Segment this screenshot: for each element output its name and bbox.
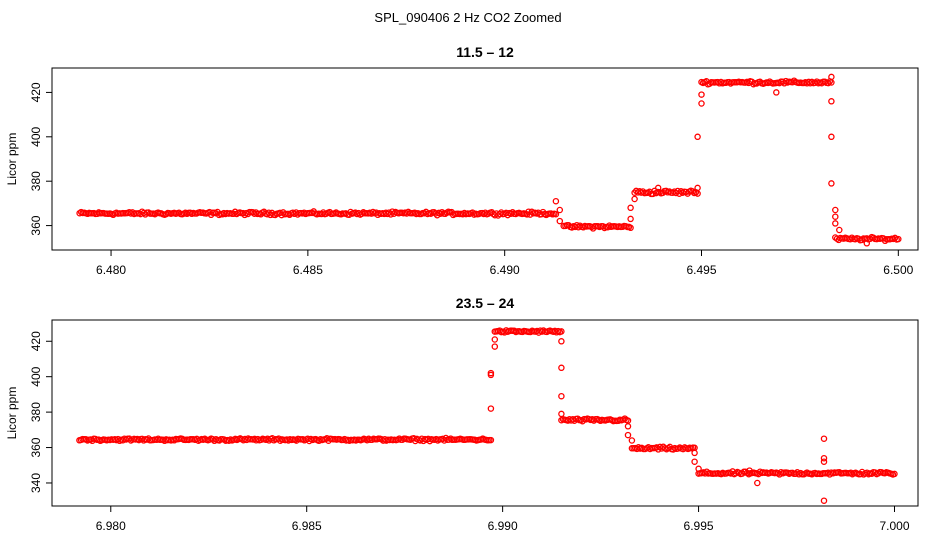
bottom-y-tick-label: 360 xyxy=(29,437,43,457)
top-data-point xyxy=(832,213,839,220)
bottom-x-tick-label: 6.990 xyxy=(488,519,518,533)
panel-bottom: 23.5 – 24 Licor ppm 6.980 6.985 6.990 6.995… xyxy=(5,295,919,533)
bottom-data-point xyxy=(624,423,632,430)
panel-top-x-axis: 6.480 6.485 6.490 6.495 6.500 xyxy=(96,249,914,277)
top-data-point xyxy=(832,206,839,214)
top-data-point xyxy=(828,133,835,141)
top-data-point xyxy=(552,210,560,218)
bottom-data-point xyxy=(691,458,698,465)
top-y-tick-label: 360 xyxy=(29,215,43,235)
top-x-tick-label: 6.490 xyxy=(490,263,520,277)
top-data-point xyxy=(836,226,843,234)
top-data-point xyxy=(694,184,701,192)
top-data-point xyxy=(863,240,871,247)
bottom-y-tick-label: 380 xyxy=(29,402,43,422)
bottom-data-point xyxy=(558,328,565,335)
bottom-data-point xyxy=(820,497,828,504)
panel-top-points xyxy=(76,73,902,247)
top-x-tick-label: 6.495 xyxy=(686,263,716,277)
top-x-tick-label: 6.480 xyxy=(96,263,126,277)
bottom-data-point xyxy=(558,364,565,372)
bottom-data-point xyxy=(746,467,753,474)
bottom-data-point xyxy=(754,479,761,487)
top-data-point xyxy=(891,234,899,242)
top-data-point xyxy=(895,235,902,243)
bottom-y-tick-label: 340 xyxy=(29,473,43,493)
top-data-point xyxy=(556,206,564,214)
bottom-x-tick-label: 6.985 xyxy=(292,519,322,533)
top-data-point xyxy=(556,217,564,225)
top-data-point xyxy=(828,73,835,81)
top-data-point xyxy=(627,215,634,223)
panel-top-y-axis-label: Licor ppm xyxy=(5,133,19,186)
top-x-tick-label: 6.485 xyxy=(293,263,323,277)
figure-title: SPL_090406 2 Hz CO2 Zoomed xyxy=(374,10,561,25)
top-data-point xyxy=(552,197,560,205)
panel-bottom-plot-box xyxy=(51,319,919,507)
bottom-x-tick-label: 6.995 xyxy=(684,519,714,533)
top-data-point xyxy=(631,195,638,203)
top-data-point xyxy=(832,220,839,227)
bottom-x-tick-label: 7.000 xyxy=(879,519,909,533)
bottom-data-point xyxy=(820,435,828,442)
bottom-data-point xyxy=(628,437,636,444)
bottom-data-point xyxy=(820,454,828,462)
bottom-y-tick-label: 420 xyxy=(29,331,43,351)
panel-bottom-title: 23.5 – 24 xyxy=(456,295,515,311)
bottom-data-point xyxy=(574,415,581,422)
panel-bottom-y-axis-label: Licor ppm xyxy=(5,387,19,440)
bottom-data-point xyxy=(695,465,702,473)
panel-top: 11.5 – 12 Licor ppm 6.480 6.485 6.490 6.495… xyxy=(5,44,919,277)
bottom-data-point xyxy=(491,343,499,350)
bottom-data-point xyxy=(487,436,495,444)
top-data-point xyxy=(654,184,662,192)
top-data-point xyxy=(824,79,832,87)
bottom-data-point xyxy=(487,369,495,377)
panel-bottom-x-axis: 6.980 6.985 6.990 6.995 7.000 xyxy=(96,505,910,533)
bottom-data-point xyxy=(487,405,495,412)
bottom-data-point xyxy=(558,392,565,400)
bottom-data-point xyxy=(624,431,632,439)
bottom-data-point xyxy=(558,410,565,418)
bottom-data-point xyxy=(891,470,898,478)
panel-top-y-axis: 360 380 400 420 xyxy=(29,82,53,236)
bottom-y-tick-label: 400 xyxy=(29,366,43,386)
panel-top-title: 11.5 – 12 xyxy=(456,44,514,60)
bottom-x-tick-label: 6.980 xyxy=(96,519,126,533)
top-data-point xyxy=(698,100,705,107)
bottom-data-point xyxy=(820,458,828,465)
bottom-data-point xyxy=(691,449,698,457)
top-data-point xyxy=(773,89,780,96)
top-data-point xyxy=(694,133,701,141)
top-data-point xyxy=(698,91,705,98)
top-x-tick-label: 6.500 xyxy=(883,263,913,277)
top-y-tick-label: 380 xyxy=(29,171,43,191)
panel-top-plot-box xyxy=(51,67,919,251)
panel-bottom-points xyxy=(76,327,898,504)
panel-bottom-y-axis: 340 360 380 400 420 xyxy=(29,331,53,493)
bottom-data-point xyxy=(491,336,499,343)
top-data-point xyxy=(689,188,696,195)
top-y-tick-label: 420 xyxy=(29,82,43,102)
top-data-point xyxy=(828,98,835,105)
top-y-tick-label: 400 xyxy=(29,126,43,146)
bottom-data-point xyxy=(558,338,565,345)
top-data-point xyxy=(627,204,634,212)
top-data-point xyxy=(627,224,634,232)
top-data-point xyxy=(828,180,835,187)
